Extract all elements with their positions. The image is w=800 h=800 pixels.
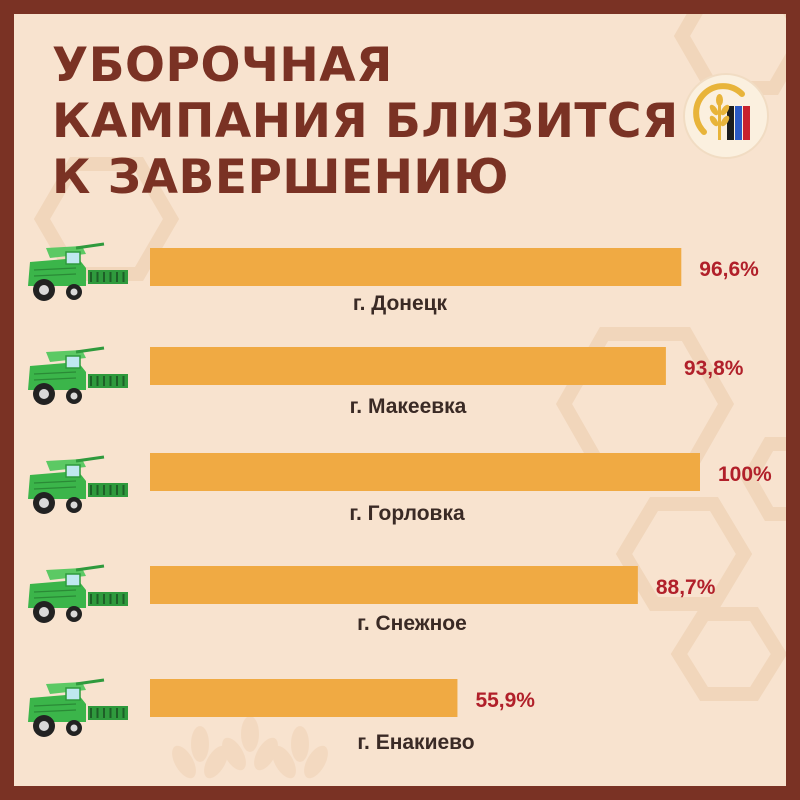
category-label-1: г. Донецк <box>353 292 448 315</box>
wheat-emblem-logo <box>683 73 769 159</box>
value-label-5: 55,9% <box>475 689 535 712</box>
category-label-4: г. Снежное <box>357 612 467 635</box>
value-label-2: 93,8% <box>684 357 744 380</box>
bar-4 <box>150 566 638 604</box>
value-label-3: 100% <box>718 463 772 486</box>
bar-1 <box>150 248 682 286</box>
bar-3 <box>150 453 700 491</box>
value-label-4: 88,7% <box>656 576 716 599</box>
title-line-2: КАМПАНИЯ БЛИЗИТСЯ <box>52 94 679 149</box>
bar-2 <box>150 347 666 385</box>
combine-harvester-icon-5 <box>28 678 128 737</box>
combine-harvester-icon-3 <box>28 455 128 514</box>
title-line-3: К ЗАВЕРШЕНИЮ <box>52 150 509 205</box>
bar-chart: 96,6% г. Донецк 93,8% г. Макеевка 100% г. Гор… <box>28 242 772 754</box>
combine-harvester-icon-1 <box>28 242 128 301</box>
bar-5 <box>150 679 458 717</box>
combine-harvester-icon-2 <box>28 346 128 405</box>
page-title: УБОРОЧНАЯ КАМПАНИЯ БЛИЗИТСЯ К ЗАВЕРШЕНИЮ <box>52 38 692 206</box>
category-label-5: г. Енакиево <box>357 731 474 754</box>
infographic-card: УБОРОЧНАЯ КАМПАНИЯ БЛИЗИТСЯ К ЗАВЕРШЕНИЮ… <box>14 14 786 786</box>
value-label-1: 96,6% <box>699 258 759 281</box>
category-label-3: г. Горловка <box>349 502 465 525</box>
title-line-1: УБОРОЧНАЯ <box>52 38 393 93</box>
category-label-2: г. Макеевка <box>350 395 467 418</box>
combine-harvester-icon-4 <box>28 564 128 623</box>
